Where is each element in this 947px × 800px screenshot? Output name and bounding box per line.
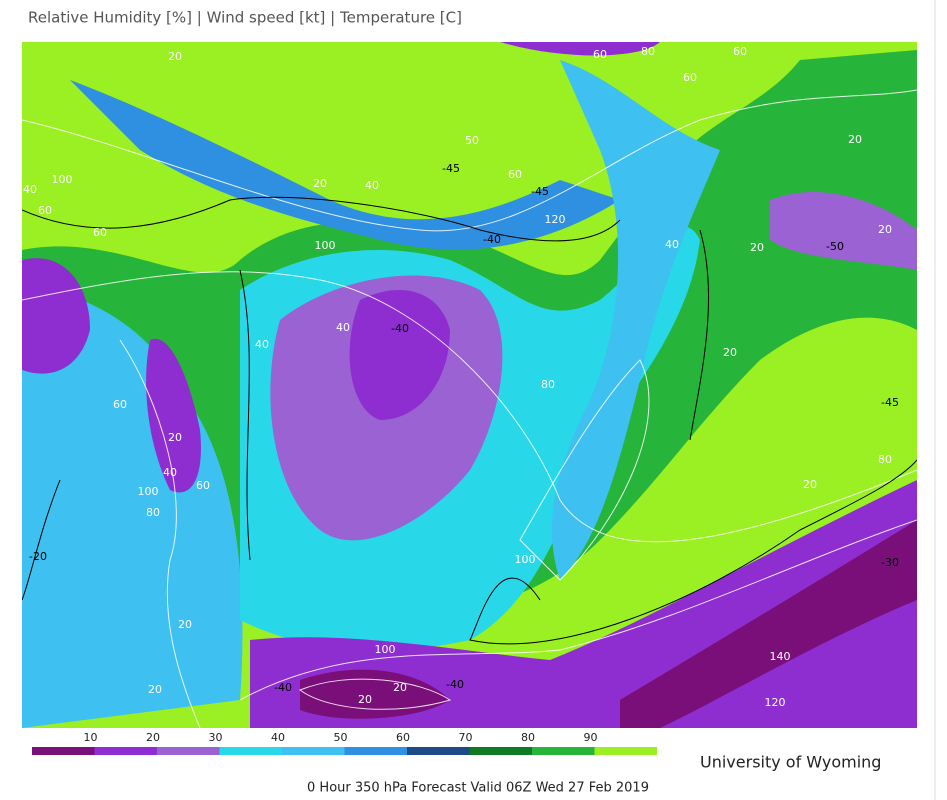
- colorbar-tick-label: 80: [521, 731, 535, 744]
- contour-label: -45: [881, 396, 899, 409]
- contour-label: 20: [313, 177, 327, 190]
- contour-label: 40: [163, 466, 177, 479]
- humidity-band: [22, 280, 243, 728]
- humidity-band: [551, 60, 720, 580]
- contour-label: 80: [541, 378, 555, 391]
- contour-label: 20: [803, 478, 817, 491]
- colorbar-swatch: [469, 747, 532, 755]
- dry-core: [620, 520, 917, 728]
- dry-region: [770, 191, 917, 270]
- contour-label: 40: [23, 183, 37, 196]
- contour-label: -40: [274, 681, 292, 694]
- dry-core: [300, 669, 450, 719]
- contour-label: -40: [446, 678, 464, 691]
- contour-label: 100: [138, 485, 159, 498]
- contour-label: 60: [733, 45, 747, 58]
- colorbar-swatch: [594, 747, 657, 755]
- contour-label: 60: [683, 71, 697, 84]
- contour-label: 100: [375, 643, 396, 656]
- contour-label: 20: [168, 50, 182, 63]
- colorbar-swatch: [532, 747, 595, 755]
- contour-label: 60: [113, 398, 127, 411]
- footer: 0 Hour 350 hPa Forecast Valid 06Z Wed 27…: [307, 781, 649, 796]
- contour-label: -45: [531, 185, 549, 198]
- contour-label: 120: [545, 213, 566, 226]
- colorbar-tick-label: 10: [84, 731, 98, 744]
- contour-label: 140: [770, 650, 791, 663]
- colorbar-tick-label: 30: [209, 731, 223, 744]
- colorbar-tick-label: 60: [396, 731, 410, 744]
- colorbar-swatch: [157, 747, 220, 755]
- dry-region: [349, 290, 450, 420]
- isotherms: [22, 196, 917, 645]
- colorbar-tick-label: 90: [584, 731, 598, 744]
- credit: University of Wyoming: [700, 753, 881, 772]
- colorbar-swatch: [407, 747, 470, 755]
- contour-label: 60: [593, 48, 607, 61]
- colorbar-swatch: [32, 747, 95, 755]
- title: Relative Humidity [%] | Wind speed [kt] …: [28, 9, 462, 27]
- colorbar-tick-label: 70: [459, 731, 473, 744]
- contour-label: 80: [146, 506, 160, 519]
- contour-label: 60: [196, 479, 210, 492]
- contour-label: 20: [168, 431, 182, 444]
- map: 20 60 80 60 60 50 -45 60 -45 120 -40 100 40 20 -40 40 40…: [22, 42, 917, 728]
- contour-label: 20: [178, 618, 192, 631]
- contour-label: 40: [365, 179, 379, 192]
- contour-label: 20: [723, 346, 737, 359]
- contour-label: -40: [483, 233, 501, 246]
- contour-label: 20: [848, 133, 862, 146]
- isotachs: [22, 89, 917, 728]
- contour-label: 20: [750, 241, 764, 254]
- colorbar-swatch: [344, 747, 407, 755]
- contour-label: 20: [393, 681, 407, 694]
- contour-label: 20: [358, 693, 372, 706]
- contour-label: 50: [465, 134, 479, 147]
- colorbar-tick-label: 50: [334, 731, 348, 744]
- colorbar-tick-label: 40: [271, 731, 285, 744]
- dry-region: [146, 338, 201, 493]
- contour-label: 120: [765, 696, 786, 709]
- humidity-band: [70, 80, 620, 250]
- contour-label: 60: [93, 226, 107, 239]
- contour-label: 20: [878, 223, 892, 236]
- contour-labels: 20 60 80 60 60 50 -45 60 -45 120 -40 100 40 20 -40 40 40…: [23, 45, 899, 709]
- contour-label: 40: [665, 238, 679, 251]
- contour-label: 100: [52, 173, 73, 186]
- contour-label: -30: [881, 556, 899, 569]
- dry-region: [500, 42, 660, 56]
- contour-label: 80: [878, 453, 892, 466]
- contour-label: -45: [442, 162, 460, 175]
- contour-label: -40: [391, 322, 409, 335]
- colorbar-swatch: [282, 747, 345, 755]
- contour-label: 60: [508, 168, 522, 181]
- contour-label: 40: [255, 338, 269, 351]
- contour-label: 40: [336, 321, 350, 334]
- contour-label: 60: [38, 204, 52, 217]
- contour-label: 100: [315, 239, 336, 252]
- contour-label: 100: [515, 553, 536, 566]
- colorbar-tick-label: 20: [146, 731, 160, 744]
- contour-label: -20: [29, 550, 47, 563]
- contour-label: 80: [641, 45, 655, 58]
- colorbar-swatch: [94, 747, 157, 755]
- colorbar: 10 20 30 40 50 60 70 80 90: [32, 731, 657, 755]
- dry-region: [22, 258, 90, 374]
- colorbar-swatch: [219, 747, 282, 755]
- contour-label: -50: [826, 240, 844, 253]
- contour-label: 20: [148, 683, 162, 696]
